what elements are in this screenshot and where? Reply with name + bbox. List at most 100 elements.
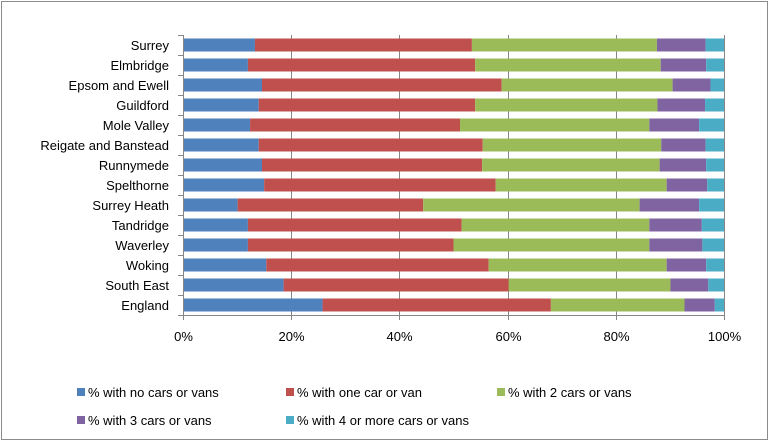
x-tick-label: 80%: [603, 329, 629, 344]
bar-segment: [183, 138, 259, 152]
legend-swatch: [497, 388, 505, 396]
bar-segment: [705, 38, 724, 52]
legend-swatch: [286, 416, 294, 424]
bar-segment: [258, 98, 476, 112]
bar-segment: [656, 38, 706, 52]
bar-segment: [183, 298, 323, 312]
bar-segment: [459, 118, 650, 132]
bar-segment: [706, 58, 724, 72]
bar-segment: [247, 218, 462, 232]
category-label: England: [121, 298, 169, 313]
x-tick-label: 60%: [495, 329, 521, 344]
legend-label: % with no cars or vans: [88, 385, 219, 400]
bar-segment: [322, 298, 551, 312]
bar-segment: [672, 78, 711, 92]
bar-segment: [657, 98, 706, 112]
bar-segment: [659, 158, 707, 172]
bar-segment: [183, 158, 262, 172]
bar-segment: [714, 298, 724, 312]
bar-segment: [264, 178, 496, 192]
category-labels: Surrey Elmbridge Epsom and Ewell Guildford M…: [40, 38, 169, 313]
bar-segment: [183, 38, 255, 52]
bar-segment: [237, 198, 424, 212]
bar-segment: [261, 158, 483, 172]
bar-segment: [183, 278, 284, 292]
bar-segment: [266, 258, 489, 272]
x-tick-label: 100%: [708, 329, 742, 344]
bar-segment: [482, 138, 662, 152]
bar-segment: [183, 78, 262, 92]
category-label: South East: [105, 278, 169, 293]
bar-segment: [666, 258, 707, 272]
bar-segment: [660, 58, 707, 72]
bar-segment: [261, 78, 502, 92]
legend-label: % with one car or van: [297, 385, 422, 400]
x-tick-label: 20%: [278, 329, 304, 344]
legend-label: % with 2 cars or vans: [508, 385, 632, 400]
legend-item: % with 4 or more cars or vans: [286, 413, 469, 428]
bar-segment: [708, 278, 724, 292]
category-label: Guildford: [116, 98, 169, 113]
bar-segment: [461, 218, 650, 232]
bars: [183, 38, 724, 312]
x-tick-labels: 0% 20% 40% 60% 80% 100%: [174, 329, 741, 344]
legend-item: % with one car or van: [286, 385, 422, 400]
bar-segment: [495, 178, 667, 192]
legend-item: % with 2 cars or vans: [497, 385, 632, 400]
bar-segment: [684, 298, 715, 312]
legend-swatch: [77, 388, 85, 396]
bar-segment: [649, 218, 702, 232]
bar-segment: [550, 298, 685, 312]
bar-segment: [254, 38, 472, 52]
legend-swatch: [77, 416, 85, 424]
category-label: Spelthorne: [106, 178, 169, 193]
legend-label: % with 3 cars or vans: [88, 413, 212, 428]
bar-segment: [705, 98, 724, 112]
bar-segment: [701, 218, 724, 232]
category-label: Woking: [126, 258, 169, 273]
category-label: Mole Valley: [103, 118, 170, 133]
bar-segment: [639, 198, 700, 212]
bar-segment: [475, 58, 661, 72]
category-label: Elmbridge: [110, 58, 169, 73]
legend: % with no cars or vans % with one car or …: [77, 385, 632, 428]
category-label: Tandridge: [112, 218, 169, 233]
bar-segment: [706, 258, 724, 272]
legend-label: % with 4 or more cars or vans: [297, 413, 469, 428]
bar-segment: [705, 138, 724, 152]
bar-segment: [183, 238, 248, 252]
bar-segment: [702, 238, 724, 252]
bar-segment: [670, 278, 709, 292]
bar-segment: [183, 218, 248, 232]
bar-segment: [501, 78, 673, 92]
bar-segment: [247, 58, 476, 72]
bar-segment: [649, 238, 703, 252]
bar-segment: [475, 98, 658, 112]
x-tick-label: 0%: [174, 329, 193, 344]
bar-segment: [488, 258, 667, 272]
bar-segment: [258, 138, 483, 152]
category-label: Runnymede: [99, 158, 169, 173]
bar-segment: [661, 138, 706, 152]
category-label: Surrey Heath: [92, 198, 169, 213]
bar-segment: [250, 118, 460, 132]
legend-item: % with no cars or vans: [77, 385, 219, 400]
bar-segment: [649, 118, 700, 132]
bar-segment: [707, 178, 724, 192]
bar-segment: [183, 118, 251, 132]
axes: [178, 35, 725, 320]
bar-segment: [453, 238, 650, 252]
category-label: Waverley: [115, 238, 169, 253]
category-label: Epsom and Ewell: [69, 78, 170, 93]
bar-segment: [423, 198, 640, 212]
bar-segment: [471, 38, 657, 52]
category-label: Surrey: [131, 38, 170, 53]
bar-segment: [666, 178, 708, 192]
bar-segment: [183, 258, 267, 272]
legend-swatch: [286, 388, 294, 396]
bar-segment: [183, 198, 238, 212]
bar-segment: [183, 58, 248, 72]
category-label: Reigate and Banstead: [40, 138, 169, 153]
bar-segment: [508, 278, 671, 292]
